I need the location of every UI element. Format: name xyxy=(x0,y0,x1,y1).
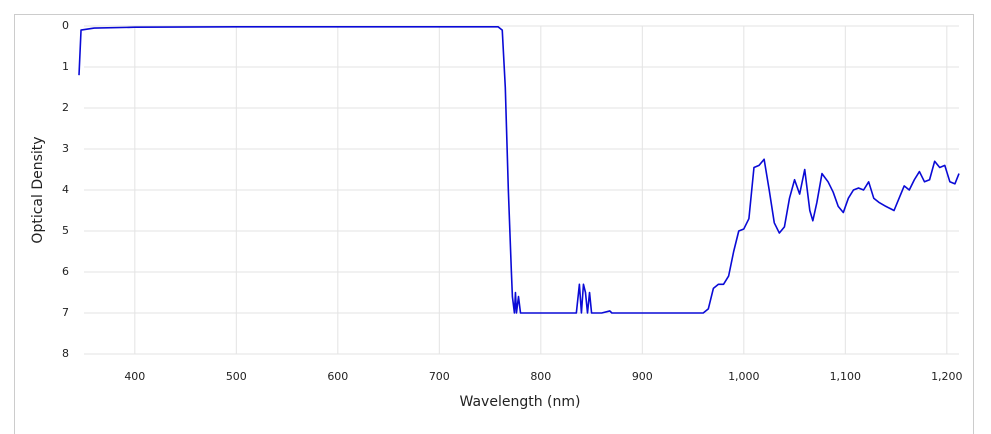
y-tick-label: 7 xyxy=(62,306,69,319)
y-tick-label: 2 xyxy=(62,101,69,114)
x-tick-label: 800 xyxy=(530,370,551,383)
x-tick-label: 1,000 xyxy=(728,370,760,383)
y-tick-label: 3 xyxy=(62,142,69,155)
data-line xyxy=(78,26,960,314)
x-tick-label: 700 xyxy=(429,370,450,383)
chart-frame xyxy=(14,14,974,434)
x-axis-title: Wavelength (nm) xyxy=(460,394,581,410)
chart: Wavelength (nm) Optical Density 0 1 2 3 4 5 6 7… xyxy=(30,19,963,410)
x-tick-label: 900 xyxy=(632,370,653,383)
x-tick-label: 400 xyxy=(124,370,145,383)
y-tick-label: 8 xyxy=(62,347,69,360)
y-axis-title: Optical Density xyxy=(30,136,46,243)
y-tick-label: 6 xyxy=(62,265,69,278)
x-tick-label: 1,200 xyxy=(931,370,963,383)
y-tick-label: 1 xyxy=(62,60,69,73)
x-tick-label: 1,100 xyxy=(830,370,862,383)
y-tick-label: 0 xyxy=(62,19,69,32)
x-tick-label: 500 xyxy=(226,370,247,383)
y-tick-label: 4 xyxy=(62,183,69,196)
y-tick-label: 5 xyxy=(62,224,69,237)
x-tick-label: 600 xyxy=(327,370,348,383)
